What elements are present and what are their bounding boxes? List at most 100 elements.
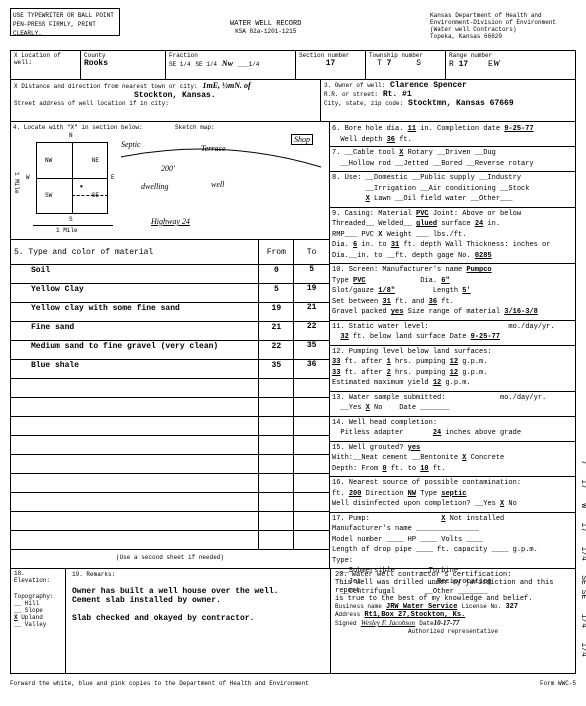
material-from xyxy=(259,417,294,435)
grid-w: W xyxy=(26,174,30,181)
material-to: 22 xyxy=(294,322,329,340)
range-dir: W xyxy=(493,59,500,68)
material-to xyxy=(294,379,329,397)
material-row: Blue shale3536 xyxy=(11,360,329,379)
material-from xyxy=(259,512,294,530)
material-from xyxy=(259,398,294,416)
label-topo: Topography: xyxy=(14,593,62,600)
margin-marks: 7 17 W 17 1/4 SE SE 1/4 1/4 xyxy=(579,460,586,657)
material-row xyxy=(11,531,329,550)
label-elev: 18. Elevation: xyxy=(14,570,62,584)
material-from: 0 xyxy=(259,265,294,283)
material-row: Fine sand2122 xyxy=(11,322,329,341)
label-distance: X Distance and direction from nearest to… xyxy=(14,83,198,90)
material-row: Medium sand to fine gravel (very clean)2… xyxy=(11,341,329,360)
cert-business: JRW Water Service xyxy=(386,603,457,611)
fraction-value: Nw xyxy=(222,59,233,68)
material-to: 36 xyxy=(294,360,329,378)
cert-date: 10-17-77 xyxy=(434,619,460,627)
topo-valley: __ Valley xyxy=(14,621,62,628)
topo-upland: X Upland xyxy=(14,614,62,621)
material-from: 19 xyxy=(259,303,294,321)
material-desc: Yellow Clay xyxy=(11,284,259,302)
material-to xyxy=(294,398,329,416)
material-desc xyxy=(11,379,259,397)
material-from xyxy=(259,493,294,511)
township-value: 7 xyxy=(387,59,392,68)
label-county: County xyxy=(84,52,162,59)
material-desc xyxy=(11,512,259,530)
form-subtitle: KSA 82a-1201-1215 xyxy=(230,28,301,35)
material-to xyxy=(294,474,329,492)
material-desc xyxy=(11,474,259,492)
label-street: Street address of well location if in ci… xyxy=(14,100,317,107)
grid-n: N xyxy=(69,132,73,139)
terrace-curve xyxy=(121,137,321,177)
topo-hill: __ Hill xyxy=(14,600,62,607)
sec6: 6. Bore hole dia. 11 in. Completion date… xyxy=(332,124,573,145)
material-from xyxy=(259,455,294,473)
material-to xyxy=(294,436,329,454)
sec7: 7. __Cable tool X Rotary __Driven __Dug … xyxy=(330,146,575,170)
material-to: 35 xyxy=(294,341,329,359)
cert-address: Rt1,Box 27,Stockton, Ks. xyxy=(364,611,465,619)
grid-e: E xyxy=(111,174,115,181)
se14b: SE 1/4 xyxy=(195,61,217,68)
material-from xyxy=(259,531,294,549)
materials-header-to: To xyxy=(294,240,329,264)
form-no: Form WWC-5 xyxy=(540,680,576,687)
blank14: ___1/4 xyxy=(238,61,260,68)
mile-v: 1 Mile xyxy=(13,172,20,194)
material-to xyxy=(294,512,329,530)
material-desc: Medium sand to fine gravel (very clean) xyxy=(11,341,259,359)
label-section: Section number xyxy=(299,52,362,59)
label-owner: 3. Owner of well: xyxy=(324,82,385,89)
agency-3: (Water well Contractors) xyxy=(430,26,556,33)
cert-1: 20. Water well contractor's certificatio… xyxy=(335,571,571,579)
materials-header-from: From xyxy=(259,240,294,264)
material-row xyxy=(11,512,329,531)
material-from xyxy=(259,474,294,492)
material-desc xyxy=(11,436,259,454)
grid-se: SE xyxy=(92,192,99,199)
owner-name: Clarence Spencer xyxy=(390,81,467,90)
material-to: 19 xyxy=(294,284,329,302)
material-from: 22 xyxy=(259,341,294,359)
material-desc: Blue shale xyxy=(11,360,259,378)
grid-s: S xyxy=(69,216,73,223)
sec9: 9. Casing: Material PVC Joint: Above or … xyxy=(330,207,575,263)
sec10: 10. Screen: Manufacturer's name Pumpco T… xyxy=(330,263,575,319)
sketch-highway: Highway 24 xyxy=(151,217,190,226)
material-desc: Fine sand xyxy=(11,322,259,340)
section-value: 17 xyxy=(299,59,362,68)
instruction-text: USE TYPEWRITER OR BALL POINT PEN-PRESS F… xyxy=(13,12,114,37)
material-to xyxy=(294,417,329,435)
cert-3: is true to the best of my knowledge and … xyxy=(335,595,571,603)
material-row: Yellow Clay519 xyxy=(11,284,329,303)
material-desc xyxy=(11,398,259,416)
material-row xyxy=(11,417,329,436)
remarks-2: Cement slab installed by owner. xyxy=(72,596,324,605)
material-desc: Soil xyxy=(11,265,259,283)
material-from: 21 xyxy=(259,322,294,340)
sec15: 15. Well grouted? yes With:__Neat cement… xyxy=(330,441,575,476)
mile-h: 1 Mile xyxy=(56,227,78,234)
material-to: 21 xyxy=(294,303,329,321)
owner-rr: Rt. #1 xyxy=(383,90,412,99)
material-desc xyxy=(11,455,259,473)
material-row xyxy=(11,493,329,512)
topo-slope: __ Slope xyxy=(14,607,62,614)
label-township: Township number xyxy=(369,52,442,59)
sketch-dwelling: dwelling xyxy=(141,182,169,191)
materials-header-type: 5. Type and color of material xyxy=(11,240,259,264)
material-row xyxy=(11,455,329,474)
label-locate: 4. Locate with "X" in section below: Ske… xyxy=(11,122,329,133)
label-range: Range number xyxy=(449,52,572,59)
cert-license: 327 xyxy=(505,603,518,611)
grid-nw: NW xyxy=(45,157,52,164)
remarks-3: Slab checked and okayed by contractor. xyxy=(72,614,324,623)
material-from: 35 xyxy=(259,360,294,378)
se14a: SE 1/4 xyxy=(169,61,191,68)
sec14: 14. Well head completion: Pitless adapte… xyxy=(330,416,575,440)
material-row xyxy=(11,436,329,455)
